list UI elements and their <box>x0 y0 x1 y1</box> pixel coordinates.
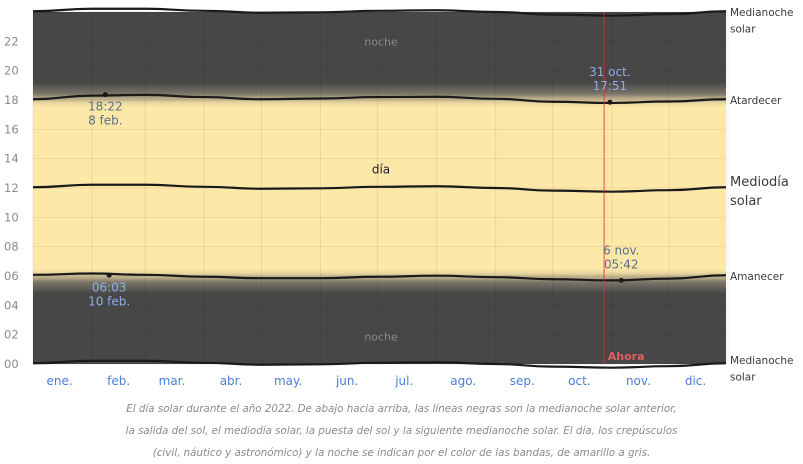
y-tick-12: 12 <box>4 181 19 195</box>
annotation-dot-3 <box>618 277 624 283</box>
x-tick-4: may. <box>274 374 302 388</box>
x-tick-8: sep. <box>510 374 535 388</box>
solar-day-chart: Ahora 18:22 8 feb. 06:03 10 feb. 31 oct. 17:51… <box>4 7 794 388</box>
y-tick-08: 08 <box>4 240 19 254</box>
y-tick-16: 16 <box>4 122 19 136</box>
right-label-3: Amanecer <box>730 271 784 283</box>
annotation-label-3: 6 nov. 05:42 <box>603 243 639 271</box>
y-tick-10: 10 <box>4 210 19 224</box>
y-tick-06: 06 <box>4 269 19 283</box>
right-label-0: Medianoche solar <box>730 7 794 36</box>
annotation-dot-1 <box>106 272 112 278</box>
night-top-label: noche <box>364 36 398 49</box>
day-night-bands <box>33 12 726 364</box>
y-tick-00: 00 <box>4 357 19 371</box>
x-tick-11: dic. <box>685 374 706 388</box>
current-date-label: Ahora <box>608 350 645 363</box>
series-line-2 <box>32 183 727 193</box>
annotation-dot-2 <box>607 99 613 105</box>
annotation-label-0: 18:22 8 feb. <box>88 100 123 128</box>
x-tick-10: nov. <box>626 374 651 388</box>
x-tick-7: ago. <box>450 374 476 388</box>
x-tick-1: feb. <box>107 374 130 388</box>
annotation-label-2: 31 oct. 17:51 <box>589 65 631 93</box>
y-tick-04: 04 <box>4 298 19 312</box>
chart-caption: El día solar durante el año 2022. De aba… <box>0 398 803 464</box>
caption-line-3: (civil, náutico y astronómico) y la noch… <box>152 447 651 459</box>
x-tick-6: jul. <box>394 374 413 388</box>
x-tick-0: ene. <box>47 374 73 388</box>
annotation-label-1: 06:03 10 feb. <box>88 280 130 308</box>
x-tick-3: abr. <box>220 374 243 388</box>
right-label-1: Atardecer <box>730 95 782 107</box>
x-tick-5: jun. <box>335 374 358 388</box>
y-tick-02: 02 <box>4 328 19 342</box>
x-tick-2: mar. <box>159 374 186 388</box>
y-tick-20: 20 <box>4 64 19 78</box>
series-line-1 <box>32 272 727 282</box>
x-tick-9: oct. <box>568 374 590 388</box>
series-line-4 <box>32 7 727 17</box>
right-label-2: Mediodía solar <box>730 175 789 209</box>
day-band-label: día <box>372 162 390 176</box>
night-bottom-label: noche <box>364 331 398 344</box>
series-line-0 <box>32 359 727 369</box>
y-tick-14: 14 <box>4 152 19 166</box>
annotation-dot-0 <box>102 92 108 98</box>
y-tick-22: 22 <box>4 34 19 48</box>
right-label-4: Medianoche solar <box>730 355 794 384</box>
y-tick-18: 18 <box>4 93 19 107</box>
caption-line-2: la salida del sol, el mediodía solar, la… <box>125 425 678 437</box>
caption-line-1: El día solar durante el año 2022. De aba… <box>126 403 677 415</box>
